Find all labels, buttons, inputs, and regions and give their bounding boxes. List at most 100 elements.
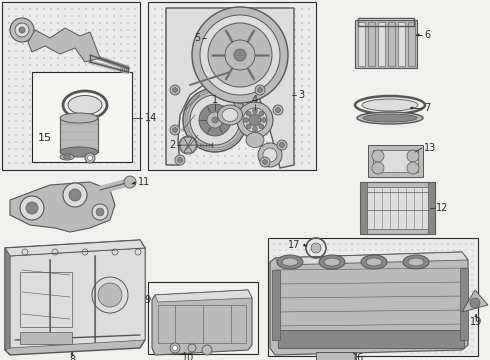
- Circle shape: [57, 141, 59, 143]
- Circle shape: [245, 30, 246, 31]
- Circle shape: [36, 85, 38, 87]
- Circle shape: [29, 120, 30, 122]
- Circle shape: [93, 50, 94, 51]
- Circle shape: [134, 156, 136, 157]
- Circle shape: [252, 113, 254, 114]
- Circle shape: [182, 71, 184, 73]
- Circle shape: [106, 162, 108, 163]
- Circle shape: [99, 50, 100, 51]
- Circle shape: [245, 64, 246, 66]
- Circle shape: [134, 30, 136, 31]
- Circle shape: [273, 8, 274, 10]
- Circle shape: [294, 134, 295, 136]
- Circle shape: [121, 134, 122, 136]
- Circle shape: [190, 64, 191, 66]
- Circle shape: [430, 351, 431, 352]
- Circle shape: [190, 57, 191, 59]
- Circle shape: [196, 99, 197, 100]
- Circle shape: [190, 134, 191, 136]
- Circle shape: [259, 50, 261, 51]
- Circle shape: [175, 57, 176, 59]
- Circle shape: [245, 93, 246, 94]
- Circle shape: [175, 134, 176, 136]
- Circle shape: [190, 95, 240, 145]
- Circle shape: [93, 30, 94, 31]
- Circle shape: [252, 99, 254, 100]
- Circle shape: [169, 120, 170, 122]
- Circle shape: [218, 134, 219, 136]
- Circle shape: [99, 148, 100, 150]
- Circle shape: [471, 297, 472, 298]
- Circle shape: [288, 22, 289, 24]
- Circle shape: [292, 285, 293, 287]
- Circle shape: [121, 50, 122, 51]
- Circle shape: [210, 57, 212, 59]
- Circle shape: [36, 30, 38, 31]
- Circle shape: [239, 8, 240, 10]
- Circle shape: [447, 249, 448, 251]
- Circle shape: [29, 30, 30, 31]
- Circle shape: [218, 162, 219, 163]
- Circle shape: [310, 303, 311, 305]
- Circle shape: [210, 148, 212, 150]
- Circle shape: [175, 99, 176, 100]
- Circle shape: [308, 141, 310, 143]
- Circle shape: [294, 113, 295, 114]
- Circle shape: [203, 44, 205, 45]
- Circle shape: [460, 285, 461, 287]
- Bar: [428, 182, 435, 234]
- Circle shape: [288, 30, 289, 31]
- Circle shape: [412, 321, 413, 323]
- Circle shape: [64, 120, 66, 122]
- Circle shape: [124, 176, 136, 188]
- Circle shape: [224, 113, 225, 114]
- Circle shape: [210, 44, 212, 45]
- Ellipse shape: [403, 255, 429, 269]
- Circle shape: [280, 120, 282, 122]
- Bar: [365, 187, 430, 229]
- Circle shape: [161, 162, 163, 163]
- Circle shape: [471, 303, 472, 305]
- Circle shape: [218, 85, 219, 87]
- Circle shape: [436, 261, 437, 262]
- Circle shape: [63, 183, 87, 207]
- Circle shape: [316, 297, 317, 298]
- Circle shape: [50, 30, 51, 31]
- Circle shape: [294, 30, 295, 31]
- Circle shape: [44, 44, 45, 45]
- Circle shape: [50, 8, 51, 10]
- Circle shape: [169, 107, 170, 108]
- Circle shape: [113, 156, 115, 157]
- Circle shape: [106, 22, 108, 24]
- Circle shape: [44, 64, 45, 66]
- Circle shape: [127, 162, 128, 163]
- Circle shape: [218, 113, 219, 114]
- Circle shape: [471, 285, 472, 287]
- Circle shape: [121, 148, 122, 150]
- Circle shape: [310, 243, 311, 244]
- Circle shape: [169, 78, 170, 80]
- Bar: [355, 20, 417, 68]
- Circle shape: [375, 267, 376, 269]
- Circle shape: [369, 261, 370, 262]
- Circle shape: [64, 78, 66, 80]
- Circle shape: [239, 71, 240, 73]
- Circle shape: [369, 267, 370, 269]
- Circle shape: [308, 148, 310, 150]
- Circle shape: [301, 71, 303, 73]
- Circle shape: [175, 93, 176, 94]
- Circle shape: [301, 15, 303, 17]
- Circle shape: [364, 321, 365, 323]
- Circle shape: [72, 107, 73, 108]
- Circle shape: [224, 93, 225, 94]
- Circle shape: [182, 36, 184, 37]
- Circle shape: [93, 22, 94, 24]
- Circle shape: [273, 303, 274, 305]
- Circle shape: [388, 279, 389, 280]
- Circle shape: [161, 57, 163, 59]
- Circle shape: [447, 303, 448, 305]
- Circle shape: [246, 124, 251, 129]
- Circle shape: [364, 261, 365, 262]
- Circle shape: [182, 120, 184, 122]
- Circle shape: [259, 141, 261, 143]
